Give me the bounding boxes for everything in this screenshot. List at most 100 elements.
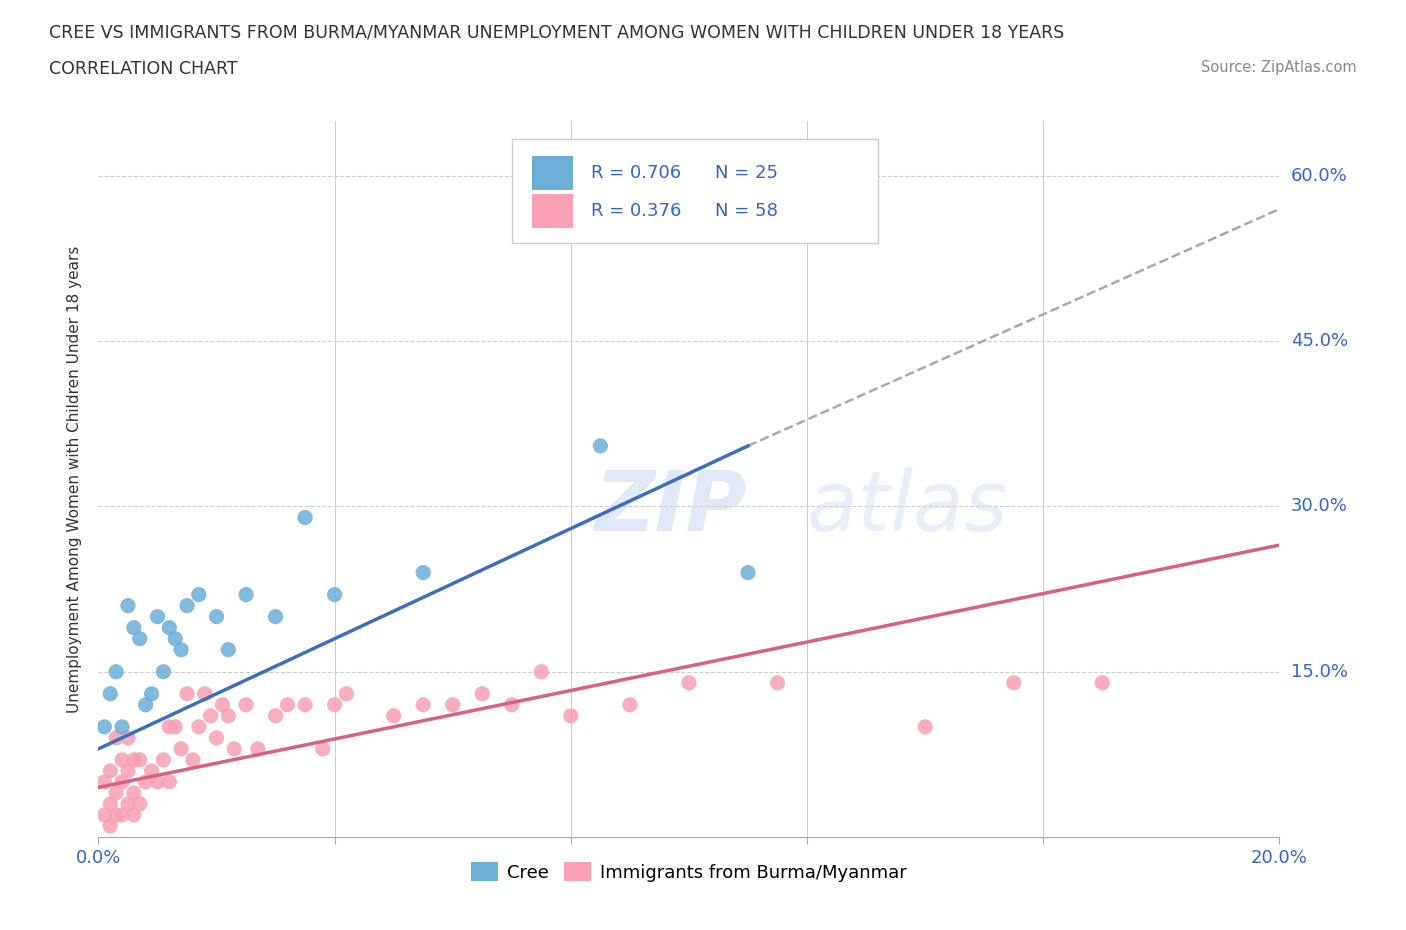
Point: [224, 741, 246, 756]
FancyBboxPatch shape: [512, 139, 877, 243]
Point: [93, 720, 115, 735]
Point: [105, 807, 128, 822]
Point: [914, 720, 936, 735]
Text: CORRELATION CHART: CORRELATION CHART: [49, 60, 238, 78]
Y-axis label: Unemployment Among Women with Children Under 18 years: Unemployment Among Women with Children U…: [67, 246, 83, 712]
Point: [766, 675, 789, 690]
Point: [105, 664, 128, 679]
Point: [217, 643, 239, 658]
Text: N = 25: N = 25: [714, 165, 778, 182]
Point: [235, 587, 257, 602]
Point: [176, 598, 198, 613]
Point: [122, 786, 145, 801]
Point: [170, 741, 193, 756]
Point: [111, 807, 134, 822]
Point: [181, 752, 204, 767]
Point: [93, 775, 115, 790]
Point: [146, 775, 169, 790]
Point: [246, 741, 269, 756]
Point: [619, 698, 641, 712]
Point: [146, 609, 169, 624]
Point: [200, 709, 222, 724]
Point: [530, 664, 553, 679]
Point: [105, 730, 128, 745]
Point: [165, 720, 187, 735]
Point: [111, 720, 134, 735]
Text: ZIP: ZIP: [595, 467, 747, 548]
Point: [560, 709, 582, 724]
Text: R = 0.376: R = 0.376: [591, 202, 682, 220]
Point: [98, 686, 121, 701]
Point: [165, 631, 187, 646]
Point: [1091, 675, 1114, 690]
Point: [335, 686, 357, 701]
Point: [737, 223, 759, 238]
Point: [93, 807, 115, 822]
Text: 60.0%: 60.0%: [1291, 167, 1347, 185]
Legend: Cree, Immigrants from Burma/Myanmar: Cree, Immigrants from Burma/Myanmar: [464, 855, 914, 889]
Text: R = 0.706: R = 0.706: [591, 165, 681, 182]
Point: [194, 686, 217, 701]
Point: [187, 587, 209, 602]
Point: [323, 698, 346, 712]
Point: [117, 598, 139, 613]
Point: [98, 764, 121, 778]
Point: [128, 796, 150, 811]
Point: [323, 587, 346, 602]
Point: [235, 698, 257, 712]
Point: [98, 796, 121, 811]
Point: [187, 720, 209, 735]
Point: [471, 686, 494, 701]
Point: [117, 730, 139, 745]
Text: CREE VS IMMIGRANTS FROM BURMA/MYANMAR UNEMPLOYMENT AMONG WOMEN WITH CHILDREN UND: CREE VS IMMIGRANTS FROM BURMA/MYANMAR UN…: [49, 23, 1064, 41]
Point: [205, 609, 228, 624]
Point: [737, 565, 759, 580]
Point: [152, 752, 174, 767]
Point: [98, 818, 121, 833]
Point: [152, 664, 174, 679]
Point: [122, 752, 145, 767]
Point: [412, 565, 434, 580]
Point: [412, 698, 434, 712]
Point: [176, 686, 198, 701]
Point: [382, 709, 405, 724]
Point: [117, 764, 139, 778]
Point: [128, 631, 150, 646]
Point: [111, 752, 134, 767]
Text: atlas: atlas: [807, 467, 1008, 548]
Point: [205, 730, 228, 745]
Text: 30.0%: 30.0%: [1291, 498, 1347, 515]
Point: [264, 609, 287, 624]
FancyBboxPatch shape: [531, 194, 574, 229]
Point: [678, 675, 700, 690]
Point: [589, 438, 612, 453]
Point: [128, 752, 150, 767]
Point: [312, 741, 335, 756]
Point: [122, 807, 145, 822]
Point: [141, 686, 163, 701]
Point: [105, 786, 128, 801]
Point: [135, 775, 157, 790]
Point: [501, 698, 523, 712]
Point: [157, 775, 180, 790]
Point: [157, 720, 180, 735]
Text: 45.0%: 45.0%: [1291, 332, 1348, 351]
Point: [122, 620, 145, 635]
Point: [211, 698, 233, 712]
Point: [264, 709, 287, 724]
Point: [294, 698, 316, 712]
Point: [135, 698, 157, 712]
Point: [111, 775, 134, 790]
Point: [217, 709, 239, 724]
Text: Source: ZipAtlas.com: Source: ZipAtlas.com: [1201, 60, 1357, 75]
Point: [157, 620, 180, 635]
Point: [294, 510, 316, 525]
Point: [117, 796, 139, 811]
Point: [170, 643, 193, 658]
Point: [1002, 675, 1025, 690]
Text: 15.0%: 15.0%: [1291, 663, 1347, 681]
Text: N = 58: N = 58: [714, 202, 778, 220]
Point: [441, 698, 464, 712]
Point: [141, 764, 163, 778]
Point: [276, 698, 298, 712]
